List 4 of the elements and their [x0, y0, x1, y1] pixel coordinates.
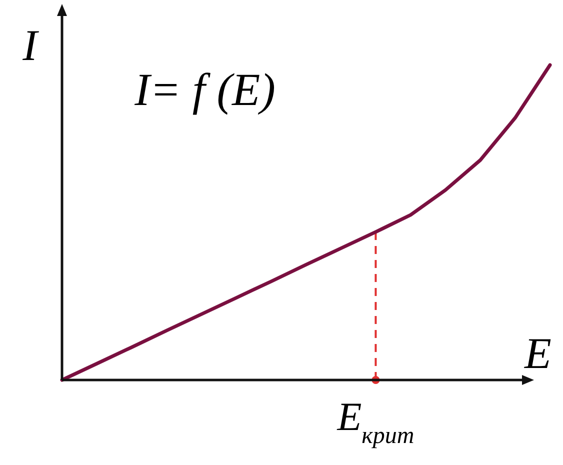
x-axis-title: E: [524, 329, 552, 378]
chart-title: I= f (E): [134, 64, 276, 115]
annotation: E$_{крит}$: [336, 394, 414, 449]
y-axis-title: I: [22, 21, 40, 70]
